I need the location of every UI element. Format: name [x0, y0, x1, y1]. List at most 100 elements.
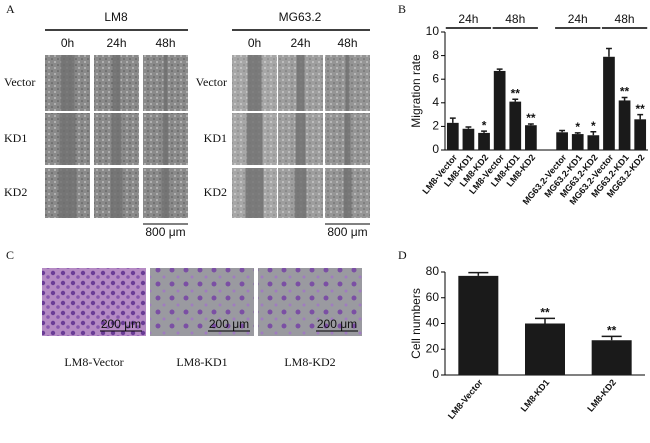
significance: **: [511, 86, 521, 100]
scale-label: 800 μm: [145, 225, 185, 239]
error-bar: [574, 132, 581, 135]
significance: **: [620, 85, 630, 99]
bar: [446, 122, 459, 150]
error-bar: [481, 130, 487, 133]
panel-label: A: [6, 2, 15, 16]
error-bar: [621, 96, 628, 101]
bar: [603, 56, 615, 150]
significance: *: [575, 120, 580, 134]
scale-label: 200 μm: [317, 317, 357, 331]
error-bar: [606, 47, 612, 57]
bar: [591, 340, 632, 375]
time-label: 0h: [61, 36, 74, 50]
group-label: 24h: [568, 12, 588, 26]
micrograph: [150, 268, 254, 336]
panel-a: A LM8 0h 24h 48h Vector KD1 KD2 800 μm MG63.2 0h 2…: [4, 2, 370, 239]
wound-gap: [161, 168, 170, 218]
panel-label: B: [398, 2, 406, 16]
y-tick-label: 0: [432, 367, 439, 381]
wound-gap: [294, 168, 307, 218]
y-tick-label: 80: [426, 264, 440, 278]
x-tick-label: LM8-Vector: [446, 377, 485, 421]
bar: [462, 128, 475, 150]
wound-gap: [112, 55, 121, 111]
row-label: Vector: [196, 75, 227, 89]
row-label: KD2: [4, 185, 27, 199]
panel-label: C: [6, 248, 14, 262]
micrograph: [42, 268, 146, 336]
y-axis-label: Cell numbers: [409, 288, 423, 359]
significance: *: [591, 119, 596, 133]
caption: LM8-KD1: [176, 355, 227, 369]
error-bar: [449, 117, 456, 123]
error-bar: [468, 271, 489, 276]
time-label: 0h: [248, 36, 261, 50]
y-tick-label: 4: [432, 95, 439, 109]
row-label: KD2: [204, 185, 227, 199]
error-bar: [637, 113, 644, 120]
bar: [493, 70, 506, 150]
wound-gap: [110, 168, 123, 218]
wound-gap: [111, 113, 122, 165]
group-label: 48h: [615, 12, 635, 26]
wound-gap: [246, 113, 263, 165]
bar: [525, 323, 565, 375]
panel-c: C 200 μm LM8-Vector 200 μm LM8-KD1 200 μm LM8…: [6, 248, 362, 369]
y-tick-label: 8: [432, 48, 439, 62]
caption: LM8-KD2: [284, 355, 335, 369]
wound-gap: [296, 55, 305, 111]
error-bar: [601, 335, 622, 341]
wound-gap: [163, 55, 168, 111]
group-label: 48h: [505, 12, 525, 26]
wound-gap: [58, 168, 77, 218]
error-bar: [559, 129, 566, 133]
wound-gap: [345, 55, 350, 111]
group-label: MG63.2: [279, 10, 322, 24]
error-bar: [465, 126, 472, 129]
bar: [618, 100, 631, 150]
scale-label: 800 μm: [327, 225, 367, 239]
y-axis-label: Migration rate: [409, 54, 423, 128]
x-tick-label: LM8-KD2: [585, 377, 618, 413]
bar: [509, 101, 522, 150]
time-label: 48h: [155, 36, 175, 50]
micrograph: [258, 268, 362, 336]
caption: LM8-Vector: [64, 355, 123, 369]
y-tick-label: 40: [426, 316, 440, 330]
error-bar: [535, 317, 555, 324]
scale-label: 200 μm: [209, 317, 249, 331]
x-tick-label: LM8-KD1: [519, 377, 552, 413]
wound-gap: [245, 168, 264, 218]
wound-gap: [247, 55, 262, 111]
row-label: KD1: [4, 131, 27, 145]
wound-gap: [60, 55, 75, 111]
error-bar: [527, 123, 534, 126]
wound-gap: [295, 113, 306, 165]
y-tick-label: 2: [432, 119, 439, 133]
significance: **: [636, 102, 646, 116]
scale-label: 200 μm: [101, 317, 141, 331]
significance: *: [482, 118, 487, 132]
bar: [634, 119, 647, 150]
wound-gap: [344, 113, 351, 165]
error-bar: [496, 68, 503, 71]
y-tick-label: 6: [432, 71, 439, 85]
significance: **: [540, 306, 550, 320]
bar: [525, 125, 537, 150]
error-bar: [590, 130, 597, 136]
significance: **: [526, 111, 536, 125]
y-tick-label: 0: [432, 142, 439, 156]
wound-gap: [343, 168, 352, 218]
time-label: 24h: [290, 36, 310, 50]
significance: **: [607, 324, 617, 338]
y-tick-label: 60: [426, 290, 440, 304]
row-label: Vector: [4, 75, 35, 89]
time-label: 24h: [106, 36, 126, 50]
y-tick-label: 20: [426, 341, 440, 355]
panel-label: D: [398, 248, 407, 262]
bar: [556, 132, 568, 150]
group-label: 24h: [458, 12, 478, 26]
row-label: KD1: [204, 131, 227, 145]
y-tick-label: 10: [426, 24, 440, 38]
